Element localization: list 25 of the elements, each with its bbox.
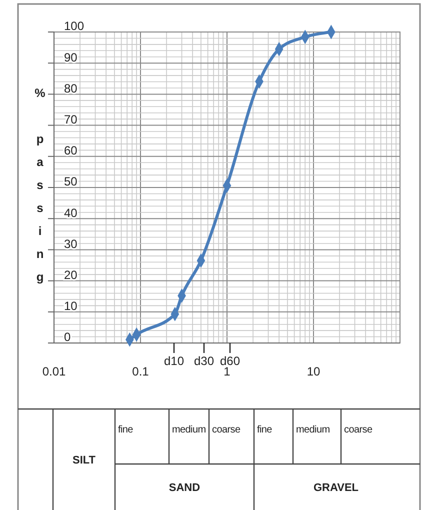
text: fine [257, 424, 273, 436]
text: GRAVEL [313, 482, 359, 494]
y-tick-label: 50 [64, 174, 78, 189]
y-tick-label: 40 [64, 206, 78, 220]
x-tick-label: 0.1 [132, 364, 150, 379]
y-tick-label: 80 [64, 81, 78, 96]
y-tick-label: 90 [64, 50, 78, 64]
x-tick-label: 1 [224, 364, 231, 379]
y-tick-label: 10 [64, 299, 78, 314]
text: SILT [72, 454, 96, 466]
y-tick-label: 70 [64, 112, 78, 126]
text: fine [118, 424, 134, 436]
y-tick-label: 100 [64, 19, 84, 34]
y-axis-title: % passing [33, 86, 47, 293]
y-tick-label: 60 [64, 144, 78, 158]
y-tick-label: 0 [64, 330, 71, 344]
text: medium [296, 424, 330, 436]
x-tick-label: 0.01 [42, 364, 66, 379]
text: coarse [212, 424, 241, 436]
text: medium [172, 424, 206, 436]
y-tick-label: 20 [64, 268, 78, 282]
y-tick-label: 30 [64, 236, 78, 251]
text: SAND [168, 482, 200, 494]
text: coarse [344, 424, 373, 436]
x-tick-label: 10 [306, 364, 320, 379]
